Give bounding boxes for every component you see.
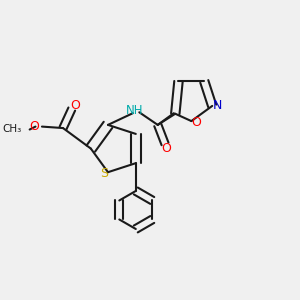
Text: S: S [100,167,108,180]
Text: O: O [70,99,80,112]
Text: O: O [30,120,40,133]
Text: N: N [213,98,222,112]
Text: O: O [161,142,171,155]
Text: O: O [191,116,201,129]
Text: NH: NH [126,104,143,117]
Text: CH₃: CH₃ [2,124,22,134]
